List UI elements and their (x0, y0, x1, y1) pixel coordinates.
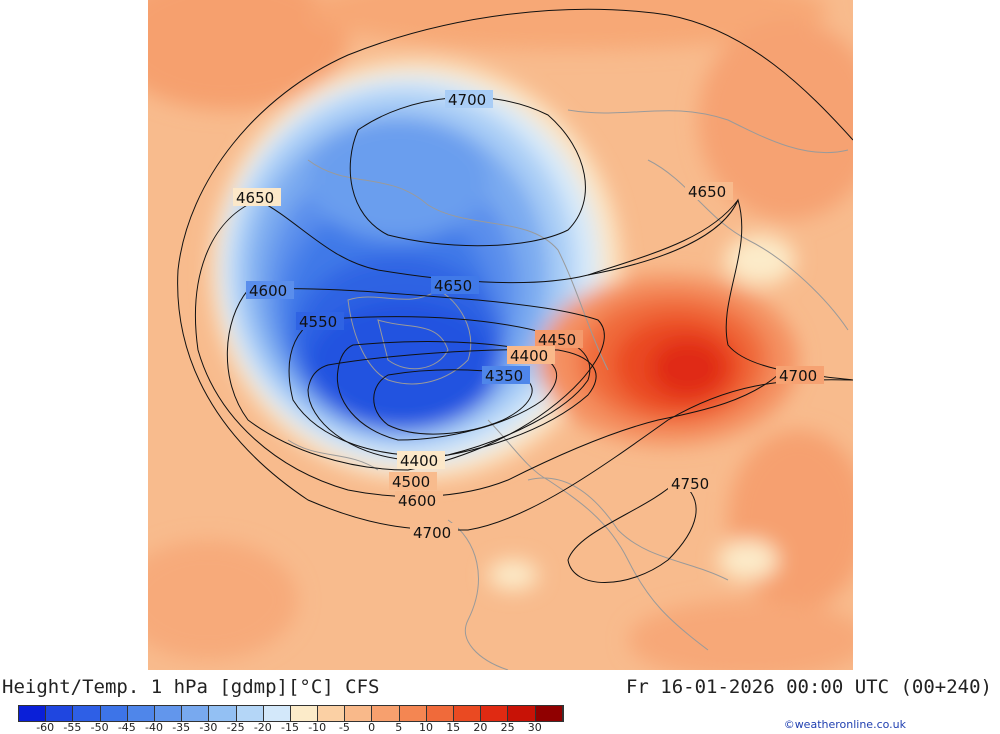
colorbar-label: 5 (395, 721, 403, 734)
colorbar-label: -35 (172, 721, 191, 734)
temperature-shading (148, 0, 853, 670)
colorbar-label: -20 (253, 721, 272, 734)
contour-label: 4450 (538, 331, 576, 349)
colorbar-label: -60 (36, 721, 55, 734)
colorbar-label: 30 (527, 721, 542, 734)
contour-labels: 4700 4650 4650 4600 4650 4550 4450 4400 … (233, 90, 824, 542)
colorbar-label: -50 (90, 721, 109, 734)
colorbar-swatch (345, 706, 373, 721)
contour-label: 4350 (485, 367, 523, 385)
contour-label: 4650 (688, 183, 726, 201)
colorbar-label: -55 (63, 721, 82, 734)
colorbar-labels: -60 -55 -50 -45 -40 -35 -30 -25 -20 -15 -10 -5 0 5 10 1… (18, 721, 566, 734)
colorbar-swatch (318, 706, 346, 721)
colorbar-label: -10 (308, 721, 327, 734)
coastlines (287, 109, 849, 670)
colorbar-swatch (399, 706, 427, 721)
contour-label: 4550 (299, 313, 337, 331)
colorbar-swatch (454, 706, 482, 721)
colorbar-swatch (426, 706, 454, 721)
colorbar-swatch (154, 706, 183, 721)
temperature-colorbar (18, 705, 564, 722)
contour-label: 4700 (448, 91, 486, 109)
colorbar-swatch (46, 706, 74, 721)
colorbar-label: -25 (226, 721, 245, 734)
contour-label: 4500 (392, 473, 430, 491)
colorbar-swatch (73, 706, 101, 721)
contour-label: 4750 (671, 475, 709, 493)
colorbar-label: -40 (145, 721, 163, 734)
colorbar-label: 25 (500, 721, 515, 734)
colorbar-swatch (100, 706, 128, 721)
colorbar-label: -5 (338, 721, 350, 734)
credit-text: ©weatheronline.co.uk (783, 718, 906, 731)
forecast-datetime: Fr 16-01-2026 00:00 UTC (00+240) (625, 676, 992, 698)
contour-label: 4650 (434, 277, 472, 295)
colorbar-label: -45 (117, 721, 136, 734)
contour-label: 4700 (779, 367, 817, 385)
contour-label: 4600 (398, 492, 436, 510)
colorbar-swatch (535, 706, 563, 721)
colorbar-label: 15 (446, 721, 461, 734)
colorbar-label: 10 (419, 721, 433, 734)
height-temperature-map: 4700 4650 4650 4600 4650 4550 4450 4400 … (148, 0, 853, 670)
colorbar-swatch (209, 706, 237, 721)
colorbar-swatch (263, 706, 291, 721)
colorbar-swatch (290, 706, 319, 721)
colorbar-swatch (372, 706, 400, 721)
colorbar-label: 20 (473, 721, 488, 734)
map-title: Height/Temp. 1 hPa [gdmp][°C] CFS (2, 676, 380, 698)
colorbar-swatch (236, 706, 264, 721)
colorbar-label: -30 (199, 721, 218, 734)
contour-label: 4600 (249, 282, 287, 300)
colorbar-swatch (481, 706, 509, 721)
contour-label: 4400 (510, 347, 548, 365)
map-panel: 4700 4650 4650 4600 4650 4550 4450 4400 … (148, 0, 853, 670)
colorbar-swatch (508, 706, 536, 721)
colorbar-swatch (127, 706, 155, 721)
colorbar-label: 0 (368, 721, 376, 734)
colorbar-label: -15 (281, 721, 299, 734)
contour-label: 4700 (413, 524, 451, 542)
colorbar-swatch (19, 706, 47, 721)
colorbar-swatch (182, 706, 210, 721)
contour-label: 4650 (236, 189, 274, 207)
contour-label: 4400 (400, 452, 438, 470)
